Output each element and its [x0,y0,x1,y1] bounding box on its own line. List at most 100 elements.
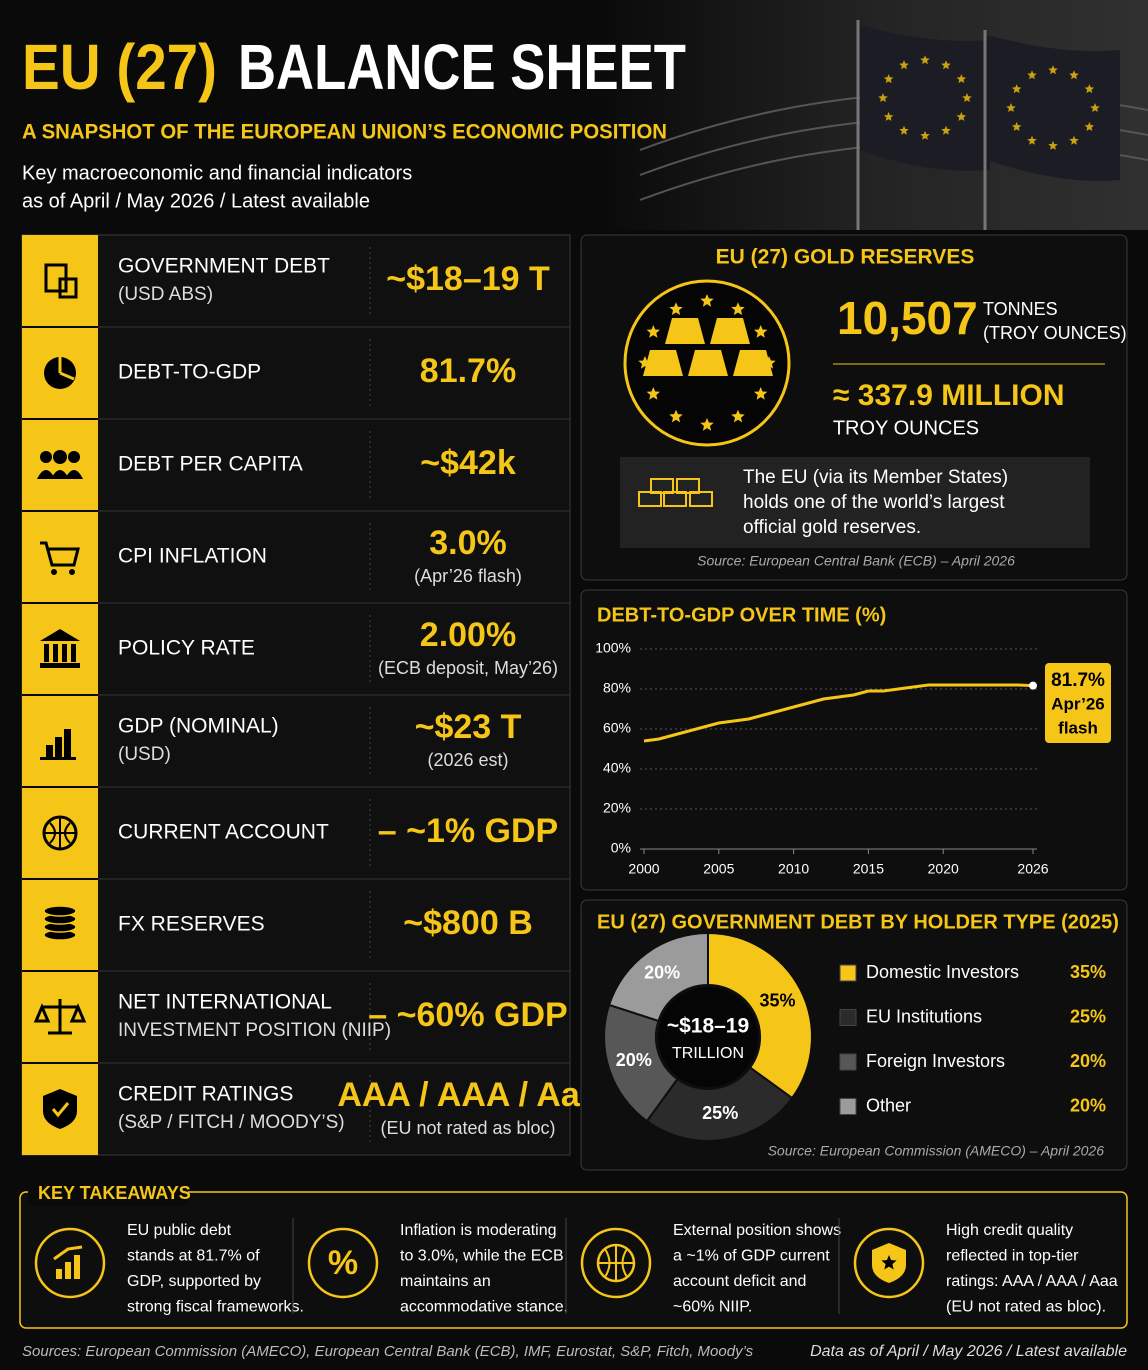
star [731,302,745,315]
indicator-value: ~$42k [420,444,516,482]
indicator-icon [44,357,76,389]
x-tick-label: 2026 [1017,861,1048,877]
center-label: TRILLION [672,1045,744,1062]
description: as of April / May 2026 / Latest availabl… [22,190,370,212]
indicator-sublabel: (S&P / FITCH / MOODY’S) [118,1112,345,1133]
slice-label: 35% [759,990,795,1010]
icon [51,1102,70,1118]
icon: % [328,1244,358,1282]
gold-bar [643,350,683,376]
flag [987,35,1120,181]
indicator-sublabel: (USD ABS) [118,284,213,305]
icon-background [22,603,98,695]
gold-unit: TONNES [983,299,1058,319]
icon [40,541,80,567]
icon [33,999,87,1035]
takeaway-icon-ring [34,1227,106,1299]
takeaway-icon-ring [307,1227,379,1299]
gold-bar [710,318,750,344]
annotation: flash [1058,718,1098,737]
legend-swatch [839,964,857,982]
legend-label: EU Institutions [866,1006,982,1026]
indicator-icon [43,1089,77,1129]
slice-label: 25% [702,1103,738,1123]
indicator-icon [43,905,77,941]
star [1011,121,1022,131]
indicator-icon [44,263,78,299]
icon [68,451,80,463]
star [1084,84,1095,94]
takeaway-icon: % [328,1244,358,1282]
takeaways-tab [28,1180,188,1206]
indicator-value: 2.00% [420,616,516,654]
star [731,409,745,423]
indicator-value: 81.7% [420,352,516,390]
takeaway-text: maintains an [400,1273,491,1290]
x-tick-label: 2000 [628,861,659,877]
star [1069,70,1079,80]
indicator-label: DEBT PER CAPITA [118,453,303,476]
icon [40,451,52,463]
y-tick-label: 60% [603,720,631,736]
description: Key macroeconomic and financial indicato… [22,162,412,184]
title-part2: BALANCE SHEET [238,31,686,103]
takeaways-title: KEY TAKEAWAYS [38,1183,191,1203]
indicator-icon [42,815,78,851]
star [1069,135,1079,145]
gold-note-icon [663,491,687,507]
icon [53,1245,83,1261]
indicator-value: – ~60% GDP [368,996,567,1034]
takeaway-text: accommodative stance. [400,1299,568,1316]
x-tick-label: 2010 [778,861,809,877]
takeaway-icon-ring [580,1227,652,1299]
indicator-value: 3.0% [429,524,507,562]
star [920,130,930,140]
indicator-value: ~$23 T [415,708,522,746]
gold-tonnes: 10,507 [837,292,978,344]
gold-bar [665,318,705,344]
star [878,93,888,102]
star [883,111,894,121]
star [881,1255,897,1270]
icon [598,1245,634,1281]
icon [69,569,75,575]
icon-background [22,419,98,511]
gold-note: The EU (via its Member States) [743,467,1008,488]
chart-title: DEBT-TO-GDP OVER TIME (%) [597,604,886,626]
icon [44,817,76,849]
slice-label: 20% [644,963,680,983]
star [956,74,967,84]
annotation: Apr’26 [1051,694,1105,713]
icon [53,644,58,662]
star [956,111,967,121]
takeaways-box [19,1191,1128,1329]
footer-sources: Sources: European Commission (AMECO), Eu… [22,1343,754,1360]
legend-value: 35% [1070,962,1106,982]
star [646,325,660,338]
indicator-sublabel: (USD) [118,744,171,765]
indicator-value: ~$18–19 T [386,260,550,298]
pie-slice [645,1066,794,1142]
flag-stars [878,55,1100,150]
title-part1: EU (27) [22,31,217,103]
takeaway-text: reflected in top-tier [946,1248,1079,1265]
indicator-label: NET INTERNATIONAL [118,991,332,1014]
icon [40,663,80,668]
takeaway-text: EU public debt [127,1222,232,1239]
takeaway-text: Inflation is moderating [400,1222,557,1239]
takeaway-icon [596,1243,636,1283]
gold-note-icon [689,491,713,507]
indicator-value: – ~1% GDP [378,812,558,850]
pie-slice [707,931,813,1100]
chart-title: EU (27) GOVERNMENT DEBT BY HOLDER TYPE (… [597,911,1119,933]
chart-panel [580,589,1128,891]
icon [55,737,62,757]
legend-value: 20% [1070,1051,1106,1071]
takeaway-icon [53,1245,83,1279]
star [754,387,768,400]
star [1027,135,1037,145]
pie-slice [607,931,709,1023]
icon [44,644,49,662]
x-tick-label: 2020 [928,861,959,877]
star [1090,103,1100,112]
